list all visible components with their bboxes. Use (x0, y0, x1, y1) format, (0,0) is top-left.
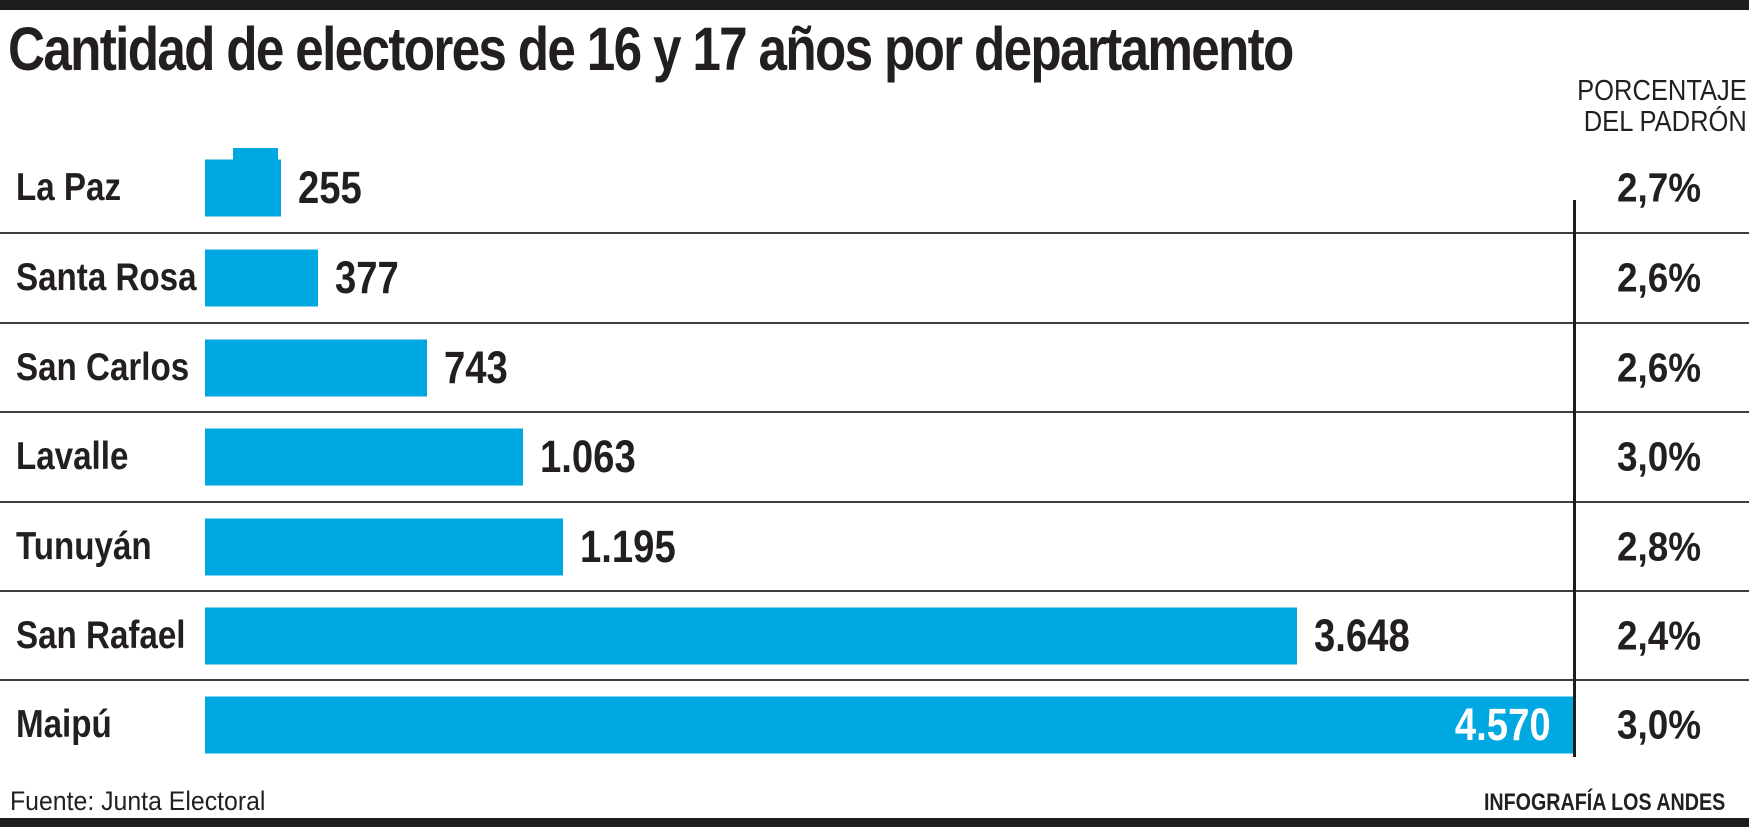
chart-row: Maipú 4.570 3,0% (0, 679, 1749, 768)
value-label: 743 (444, 341, 508, 393)
percent-value: 3,0% (1616, 701, 1702, 747)
value-bar (205, 518, 563, 575)
chart-row: Lavalle 1.063 3,0% (0, 411, 1749, 500)
percent-value: 2,8% (1616, 523, 1702, 569)
percent-value: 2,4% (1616, 612, 1702, 658)
category-label: Santa Rosa (16, 255, 197, 299)
value-label: 1.195 (580, 520, 676, 572)
chart-row: Santa Rosa 377 2,6% (0, 232, 1749, 321)
source-note: Fuente: Junta Electoral (10, 786, 266, 816)
chart-row: San Carlos 743 2,6% (0, 322, 1749, 411)
percent-value: 3,0% (1616, 433, 1702, 479)
percent-axis-line (1573, 200, 1576, 757)
value-label: 377 (335, 251, 399, 303)
category-label: San Rafael (16, 613, 186, 657)
value-label: 3.648 (1314, 609, 1410, 661)
chart-row: La Paz 255 2,7% (0, 143, 1749, 232)
value-bar (205, 339, 427, 396)
value-bar (205, 159, 281, 216)
category-label: Maipú (16, 702, 112, 746)
percent-value: 2,6% (1616, 254, 1702, 300)
value-label: 255 (298, 161, 362, 213)
percent-column-header-line2: DEL PADRÓN (1583, 106, 1747, 138)
value-bar (205, 607, 1297, 664)
value-label: 4.570 (1455, 698, 1551, 750)
category-label: San Carlos (16, 345, 190, 389)
chart-row: Tunuyán 1.195 2,8% (0, 501, 1749, 590)
percent-column-header-line1: PORCENTAJE (1577, 75, 1747, 107)
chart-title: Cantidad de electores de 16 y 17 años po… (8, 15, 1294, 83)
category-label: Tunuyán (16, 524, 152, 568)
value-bar (205, 428, 523, 485)
value-bar (205, 696, 1573, 753)
chart-rows: La Paz 255 2,7% Santa Rosa 377 2,6% San Carlos… (0, 143, 1749, 770)
percent-column-header: PORCENTAJE DEL PADRÓN (1577, 76, 1747, 138)
category-label: Lavalle (16, 434, 129, 478)
bar-notch-artifact (233, 148, 278, 160)
credit-note: INFOGRAFÍA LOS ANDES (1483, 789, 1725, 816)
category-label: La Paz (16, 165, 122, 209)
value-bar (205, 249, 318, 306)
percent-value: 2,7% (1616, 164, 1702, 210)
percent-value: 2,6% (1616, 344, 1702, 390)
value-label: 1.063 (540, 430, 636, 482)
bottom-rule (0, 818, 1749, 827)
chart-row: San Rafael 3.648 2,4% (0, 590, 1749, 679)
top-rule (0, 0, 1749, 10)
